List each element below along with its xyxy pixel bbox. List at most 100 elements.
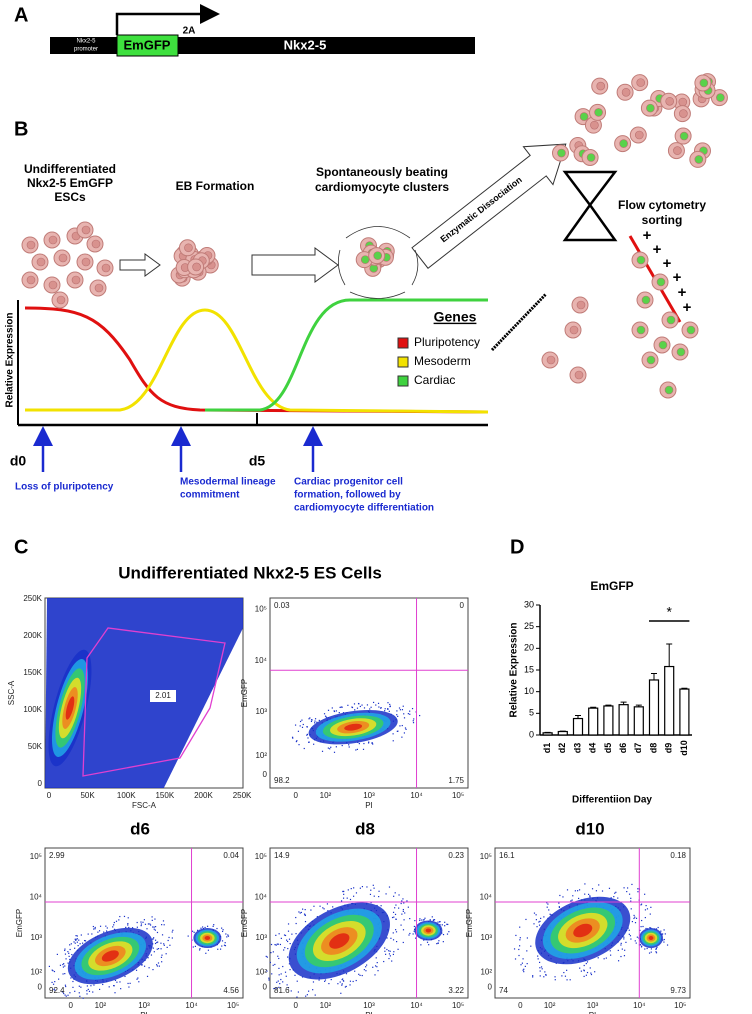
cell-nucleus [673,146,682,155]
event-dot [412,933,414,935]
event-dot [124,975,126,978]
event-dot [591,888,594,890]
event-dot [127,982,129,985]
event-dot [300,911,302,914]
event-dot [52,983,55,985]
event-dot [301,719,303,721]
cell-nucleus [48,235,58,245]
event-dot [282,965,284,968]
event-dot [657,926,659,929]
event: cardiomyocyte differentiation [294,503,434,514]
event-dot [313,905,315,907]
cell-nucleus [569,325,579,335]
event-dot [630,897,632,899]
event-dot [620,955,622,958]
event-dot [118,919,120,921]
event-dot [368,741,370,743]
event-dot [519,926,521,928]
event-dot [617,897,619,899]
event-dot [285,939,288,941]
event-dot [561,975,563,977]
event-dot [278,957,280,960]
event-dot [219,948,222,950]
event-dot [348,746,350,748]
event: formation, followed by [294,490,401,501]
event-dot [645,927,647,930]
event-dot [538,961,541,964]
event: commitment [180,490,240,501]
cell-nucleus [101,263,111,273]
y-tick-label: 0 [38,779,43,788]
event-dot [73,941,75,943]
event-dot [64,953,67,955]
cell-nucleus [373,251,382,260]
event-dot [78,985,80,987]
event-dot [221,940,224,942]
event-dot [120,988,122,990]
event-dot [207,949,210,951]
event-dot [628,893,631,895]
event-dot [525,918,527,921]
event-dot [640,904,642,906]
event-dot [303,913,306,915]
panel-label: D [510,536,524,558]
event-dot [355,749,357,751]
event-dot [522,969,524,971]
event-dot [558,906,561,908]
event-dot [384,947,386,949]
event-dot [388,886,391,888]
event-dot [406,900,408,902]
cell-nucleus [619,139,628,148]
event-dot [521,962,524,964]
event-dot [583,969,585,971]
event-dot [583,975,585,978]
x-tick-label: 10³ [363,791,375,800]
event-dot [295,933,297,935]
y-tick-label: 10³ [30,933,42,942]
event-dot [93,984,95,986]
event-dot [310,719,313,721]
event-dot [352,980,354,983]
event-dot [399,709,401,711]
event-dot [270,943,273,946]
event-dot [545,974,547,976]
event-dot [342,897,345,899]
event-dot [375,957,377,959]
event-dot [287,947,289,950]
event-dot [363,742,365,745]
sorter [562,170,618,242]
event-dot [562,896,564,898]
event: Mesodermal lineage [180,477,276,488]
event-dot [533,923,535,925]
event-dot [277,980,279,982]
event-dot [326,903,329,905]
x-tick-label: 10⁵ [674,1001,686,1010]
event-dot [296,740,298,742]
event-dot [623,887,625,889]
event-dot [513,948,516,950]
y-tick-label: 10⁵ [255,852,267,861]
bar [633,706,644,736]
cell-nucleus [699,78,709,88]
event-dot [137,977,139,979]
x-tick-label: 0 [518,1001,523,1010]
event-dot [290,990,292,992]
event-dot [62,966,65,968]
event-dot [227,935,230,937]
event-dot [630,900,632,902]
y-tick-label: 0 [263,770,268,779]
event-dot [389,705,391,707]
x-tick-label: 0 [47,791,52,800]
event-dot [212,925,214,927]
event-dot [278,986,280,988]
event-dot [366,964,368,966]
event-dot [639,944,641,946]
event-dot [297,991,299,993]
event-dot [439,924,441,926]
y-tick-label: 5 [529,708,534,718]
y-tick-label: 10⁵ [255,605,267,614]
event-dot [74,947,76,949]
event-dot [423,919,425,921]
gate-label-bg [150,690,176,702]
event-dot [642,925,644,928]
